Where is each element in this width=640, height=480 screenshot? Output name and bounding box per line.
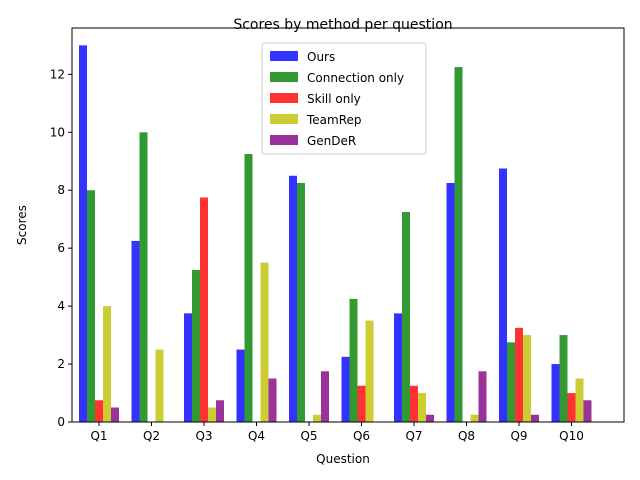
bar-q3-connection-only bbox=[192, 269, 200, 422]
bar-q5-connection-only bbox=[297, 182, 305, 422]
bar-q7-connection-only bbox=[402, 211, 410, 422]
y-axis-ticks: 0 2 4 6 8 10 12 bbox=[50, 67, 72, 429]
legend-label: GenDeR bbox=[307, 134, 356, 148]
bar-q1-connection-only bbox=[87, 190, 95, 422]
bar-q3-teamrep bbox=[208, 407, 216, 422]
bar-q10-ours bbox=[551, 364, 560, 422]
bar-q4-gender bbox=[268, 378, 277, 422]
bar-q5-teamrep bbox=[313, 414, 321, 422]
x-axis-ticks: Q1 Q2 Q3 Q4 Q5 Q6 Q7 Q8 Q9 Q10 bbox=[90, 422, 584, 443]
legend: Ours Connection only Skill only TeamRep GenD… bbox=[261, 42, 427, 155]
bar-q1-ours bbox=[79, 45, 87, 422]
bar-q3-skill-only bbox=[200, 197, 208, 422]
bar-q1-teamrep bbox=[103, 306, 111, 422]
bar-q7-teamrep bbox=[418, 393, 426, 422]
y-tick-label: 10 bbox=[50, 125, 65, 139]
y-tick-label: 6 bbox=[57, 241, 65, 255]
bar-q3-gender bbox=[216, 400, 224, 422]
bar-q1-gender bbox=[111, 407, 119, 422]
bar-q9-connection-only bbox=[507, 342, 515, 422]
legend-swatch bbox=[270, 93, 298, 103]
x-tick-label: Q5 bbox=[300, 429, 317, 443]
bar-q9-gender bbox=[531, 414, 539, 422]
legend-label: Skill only bbox=[307, 92, 361, 106]
y-tick-label: 8 bbox=[57, 183, 65, 197]
x-tick-label: Q10 bbox=[559, 429, 584, 443]
y-tick-label: 0 bbox=[57, 415, 65, 429]
bar-q7-skill-only bbox=[410, 385, 418, 422]
bar-q10-connection-only bbox=[559, 335, 568, 422]
bar-q4-ours bbox=[236, 349, 245, 422]
bar-q8-ours bbox=[446, 182, 455, 422]
bar-q8-teamrep bbox=[470, 414, 479, 422]
x-axis-label: Question bbox=[316, 452, 370, 466]
plot-frame bbox=[71, 27, 625, 423]
bar-q4-teamrep bbox=[260, 262, 269, 422]
bar-q4-connection-only bbox=[244, 154, 253, 422]
x-tick-label: Q1 bbox=[90, 429, 107, 443]
bar-q9-ours bbox=[499, 168, 507, 422]
legend-label: TeamRep bbox=[306, 113, 362, 127]
legend-label: Ours bbox=[307, 50, 335, 64]
x-tick-label: Q6 bbox=[353, 429, 370, 443]
bar-q7-gender bbox=[426, 414, 434, 422]
x-tick-label: Q4 bbox=[248, 429, 265, 443]
y-tick-label: 2 bbox=[57, 357, 65, 371]
y-tick-label: 12 bbox=[50, 67, 65, 81]
bar-q2-ours bbox=[131, 240, 140, 422]
x-tick-label: Q8 bbox=[458, 429, 475, 443]
bar-q5-gender bbox=[321, 371, 329, 422]
bar-q5-ours bbox=[289, 175, 297, 422]
x-tick-label: Q3 bbox=[195, 429, 212, 443]
legend-swatch bbox=[270, 51, 298, 61]
legend-frame bbox=[261, 42, 427, 155]
bar-q3-ours bbox=[184, 313, 192, 422]
bar-q8-gender bbox=[478, 371, 487, 422]
y-axis-label: Scores bbox=[15, 205, 29, 245]
bar-q8-connection-only bbox=[454, 67, 463, 422]
legend-swatch bbox=[270, 135, 298, 145]
bar-q9-skill-only bbox=[515, 327, 523, 422]
bars-group bbox=[79, 45, 592, 422]
bar-q1-skill-only bbox=[95, 400, 103, 422]
x-tick-label: Q7 bbox=[405, 429, 422, 443]
bar-q6-ours bbox=[341, 356, 350, 422]
bar-q6-teamrep bbox=[365, 320, 374, 422]
bar-q7-ours bbox=[394, 313, 402, 422]
legend-swatch bbox=[270, 114, 298, 124]
bar-q6-connection-only bbox=[349, 298, 358, 422]
bar-q10-skill-only bbox=[567, 393, 576, 422]
x-tick-label: Q2 bbox=[143, 429, 160, 443]
bar-q6-skill-only bbox=[357, 385, 366, 422]
bar-q2-connection-only bbox=[139, 132, 148, 422]
bar-q9-teamrep bbox=[523, 335, 531, 422]
x-tick-label: Q9 bbox=[510, 429, 527, 443]
bar-q2-teamrep bbox=[155, 349, 164, 422]
chart-title: Scores by method per question bbox=[233, 17, 452, 33]
bar-q10-teamrep bbox=[575, 378, 584, 422]
bar-q10-gender bbox=[583, 400, 592, 422]
legend-label: Connection only bbox=[307, 71, 404, 85]
y-tick-label: 4 bbox=[57, 299, 65, 313]
legend-swatch bbox=[270, 72, 298, 82]
